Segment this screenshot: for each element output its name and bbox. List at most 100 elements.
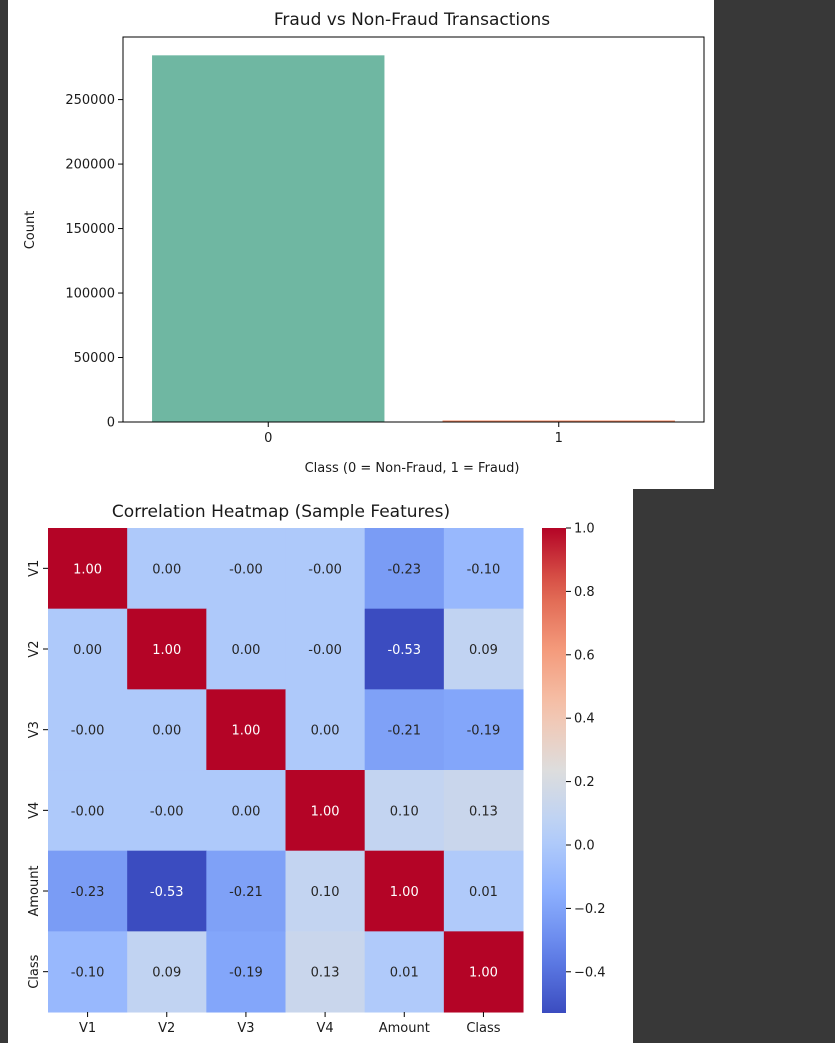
heatmap-cell-V3-V4 (285, 689, 366, 771)
colorbar-tick-label-5: 0.0 (574, 838, 595, 853)
bar-chart-y-axis-label: Count (23, 211, 38, 250)
heatmap-x-tick-label-V4: V4 (317, 1021, 334, 1036)
y-tick-label-1: 50000 (74, 351, 115, 366)
bar-chart-panel: Fraud vs Non-Fraud Transactions Class (0… (8, 0, 714, 489)
heatmap-cell-label-Amount-Amount: 1.00 (390, 885, 419, 900)
heatmap-cell-label-V3-Class: -0.19 (467, 724, 501, 739)
heatmap-cell-label-V4-Class: 0.13 (469, 804, 498, 819)
heatmap-cell-label-V1-Amount: -0.23 (387, 562, 421, 577)
heatmap-cell-Class-V2 (127, 931, 207, 1013)
heatmap-cell-V2-V2 (127, 608, 207, 690)
heatmap-cell-V2-V1 (48, 608, 128, 690)
heatmap-cell-V1-Class (443, 528, 524, 610)
heatmap-y-tick-label-V4: V4 (27, 802, 42, 819)
heatmap-cell-label-V2-V3: 0.00 (231, 643, 260, 658)
heatmap-cell-label-V2-V4: -0.00 (308, 643, 342, 658)
heatmap-cell-Amount-V3 (206, 850, 287, 932)
heatmap-x-tick-label-Amount: Amount (379, 1021, 430, 1036)
heatmap-cell-label-V4-Amount: 0.10 (390, 804, 419, 819)
heatmap-y-tick-label-Class: Class (27, 954, 42, 988)
heatmap-cell-label-V2-V2: 1.00 (152, 643, 181, 658)
heatmap-cell-V1-V3 (206, 528, 287, 610)
bar-chart-x-axis-label: Class (0 = Non-Fraud, 1 = Fraud) (305, 461, 520, 476)
y-tick-label-5: 250000 (65, 93, 115, 108)
heatmap-cell-label-V2-V1: 0.00 (73, 643, 102, 658)
bar-0 (152, 55, 385, 423)
heatmap-chart: Correlation Heatmap (Sample Features) 1.… (27, 502, 606, 1036)
heatmap-cell-label-Class-Amount: 0.01 (390, 966, 419, 981)
heatmap-title: Correlation Heatmap (Sample Features) (112, 502, 450, 522)
heatmap-cell-V2-Class (443, 608, 524, 690)
heatmap-cell-label-V2-Class: 0.09 (469, 643, 498, 658)
bar-chart-axes-frame (122, 36, 705, 423)
heatmap-cell-label-Amount-Class: 0.01 (469, 885, 498, 900)
bar-1 (442, 420, 675, 422)
colorbar (542, 528, 566, 1013)
heatmap-cell-V4-V1 (48, 770, 128, 852)
heatmap-cell-label-Class-V2: 0.09 (152, 966, 181, 981)
heatmap-cell-V3-Class (443, 689, 524, 771)
heatmap-cell-V2-V3 (206, 608, 287, 690)
heatmap-x-tick-label-V2: V2 (158, 1021, 175, 1036)
heatmap-panel: Correlation Heatmap (Sample Features) 1.… (8, 489, 633, 1043)
heatmap-cell-label-Class-Class: 1.00 (469, 966, 498, 981)
heatmap-cell-V3-V3 (206, 689, 287, 771)
colorbar-tick-label-0: 1.0 (574, 522, 595, 537)
heatmap-cell-V2-V4 (285, 608, 366, 690)
heatmap-cell-Amount-V1 (48, 850, 128, 932)
heatmap-x-tick-label-Class: Class (466, 1021, 500, 1036)
heatmap-y-tick-label-V1: V1 (27, 560, 42, 577)
heatmap-x-tick-label-V3: V3 (237, 1021, 254, 1036)
heatmap-x-tick-label-V1: V1 (79, 1021, 96, 1036)
y-tick-label-2: 100000 (65, 287, 115, 302)
heatmap-cell-V1-Amount (364, 528, 445, 610)
heatmap-cell-V4-V2 (127, 770, 207, 852)
heatmap-cell-label-Class-V1: -0.10 (71, 966, 105, 981)
heatmap-y-tick-label-V2: V2 (27, 640, 42, 657)
heatmap-cell-Class-Class (443, 931, 524, 1013)
colorbar-tick-label-2: 0.6 (574, 648, 595, 663)
heatmap-cell-label-V1-V3: -0.00 (229, 562, 263, 577)
heatmap-cell-label-Amount-V1: -0.23 (71, 885, 105, 900)
heatmap-cell-label-V4-V2: -0.00 (150, 804, 184, 819)
heatmap-cell-Class-V4 (285, 931, 366, 1013)
colorbar-tick-label-6: −0.2 (574, 902, 606, 917)
y-tick-label-4: 200000 (65, 158, 115, 173)
heatmap-cell-Amount-V4 (285, 850, 366, 932)
heatmap-cell-Amount-V2 (127, 850, 207, 932)
bar-chart: Fraud vs Non-Fraud Transactions Class (0… (23, 10, 705, 476)
heatmap-cell-label-Amount-V3: -0.21 (229, 885, 263, 900)
heatmap-cell-label-V3-V4: 0.00 (311, 724, 340, 739)
heatmap-cell-V1-V4 (285, 528, 366, 610)
heatmap-cell-V3-V1 (48, 689, 128, 771)
heatmap-cell-label-V3-Amount: -0.21 (387, 724, 421, 739)
heatmap-cell-label-V2-Amount: -0.53 (387, 643, 421, 658)
y-tick-label-3: 150000 (65, 222, 115, 237)
colorbar-tick-label-1: 0.8 (574, 585, 595, 600)
heatmap-cell-Amount-Amount (364, 850, 445, 932)
x-tick-label-1: 1 (555, 431, 563, 446)
heatmap-cell-label-V3-V3: 1.00 (231, 724, 260, 739)
colorbar-tick-label-4: 0.2 (574, 775, 595, 790)
heatmap-y-tick-label-Amount: Amount (27, 865, 42, 916)
heatmap-cell-label-V1-Class: -0.10 (467, 562, 501, 577)
heatmap-cell-label-Class-V3: -0.19 (229, 966, 263, 981)
colorbar-tick-label-7: −0.4 (574, 965, 606, 980)
colorbar-tick-label-3: 0.4 (574, 712, 595, 727)
bar-chart-title: Fraud vs Non-Fraud Transactions (274, 10, 550, 30)
y-tick-label-0: 0 (107, 416, 115, 431)
heatmap-cell-label-V1-V1: 1.00 (73, 562, 102, 577)
heatmap-cell-V3-V2 (127, 689, 207, 771)
heatmap-cell-V4-Class (443, 770, 524, 852)
heatmap-cell-label-Class-V4: 0.13 (311, 966, 340, 981)
heatmap-cell-V1-V1 (48, 528, 128, 610)
heatmap-y-tick-label-V3: V3 (27, 721, 42, 738)
heatmap-cell-Class-V1 (48, 931, 128, 1013)
heatmap-cell-label-V1-V4: -0.00 (308, 562, 342, 577)
heatmap-cell-Amount-Class (443, 850, 524, 932)
heatmap-cell-V4-V3 (206, 770, 287, 852)
heatmap-cell-label-V4-V4: 1.00 (311, 804, 340, 819)
heatmap-cell-V4-Amount (364, 770, 445, 852)
heatmap-cell-label-Amount-V2: -0.53 (150, 885, 184, 900)
heatmap-cell-label-V3-V2: 0.00 (152, 724, 181, 739)
